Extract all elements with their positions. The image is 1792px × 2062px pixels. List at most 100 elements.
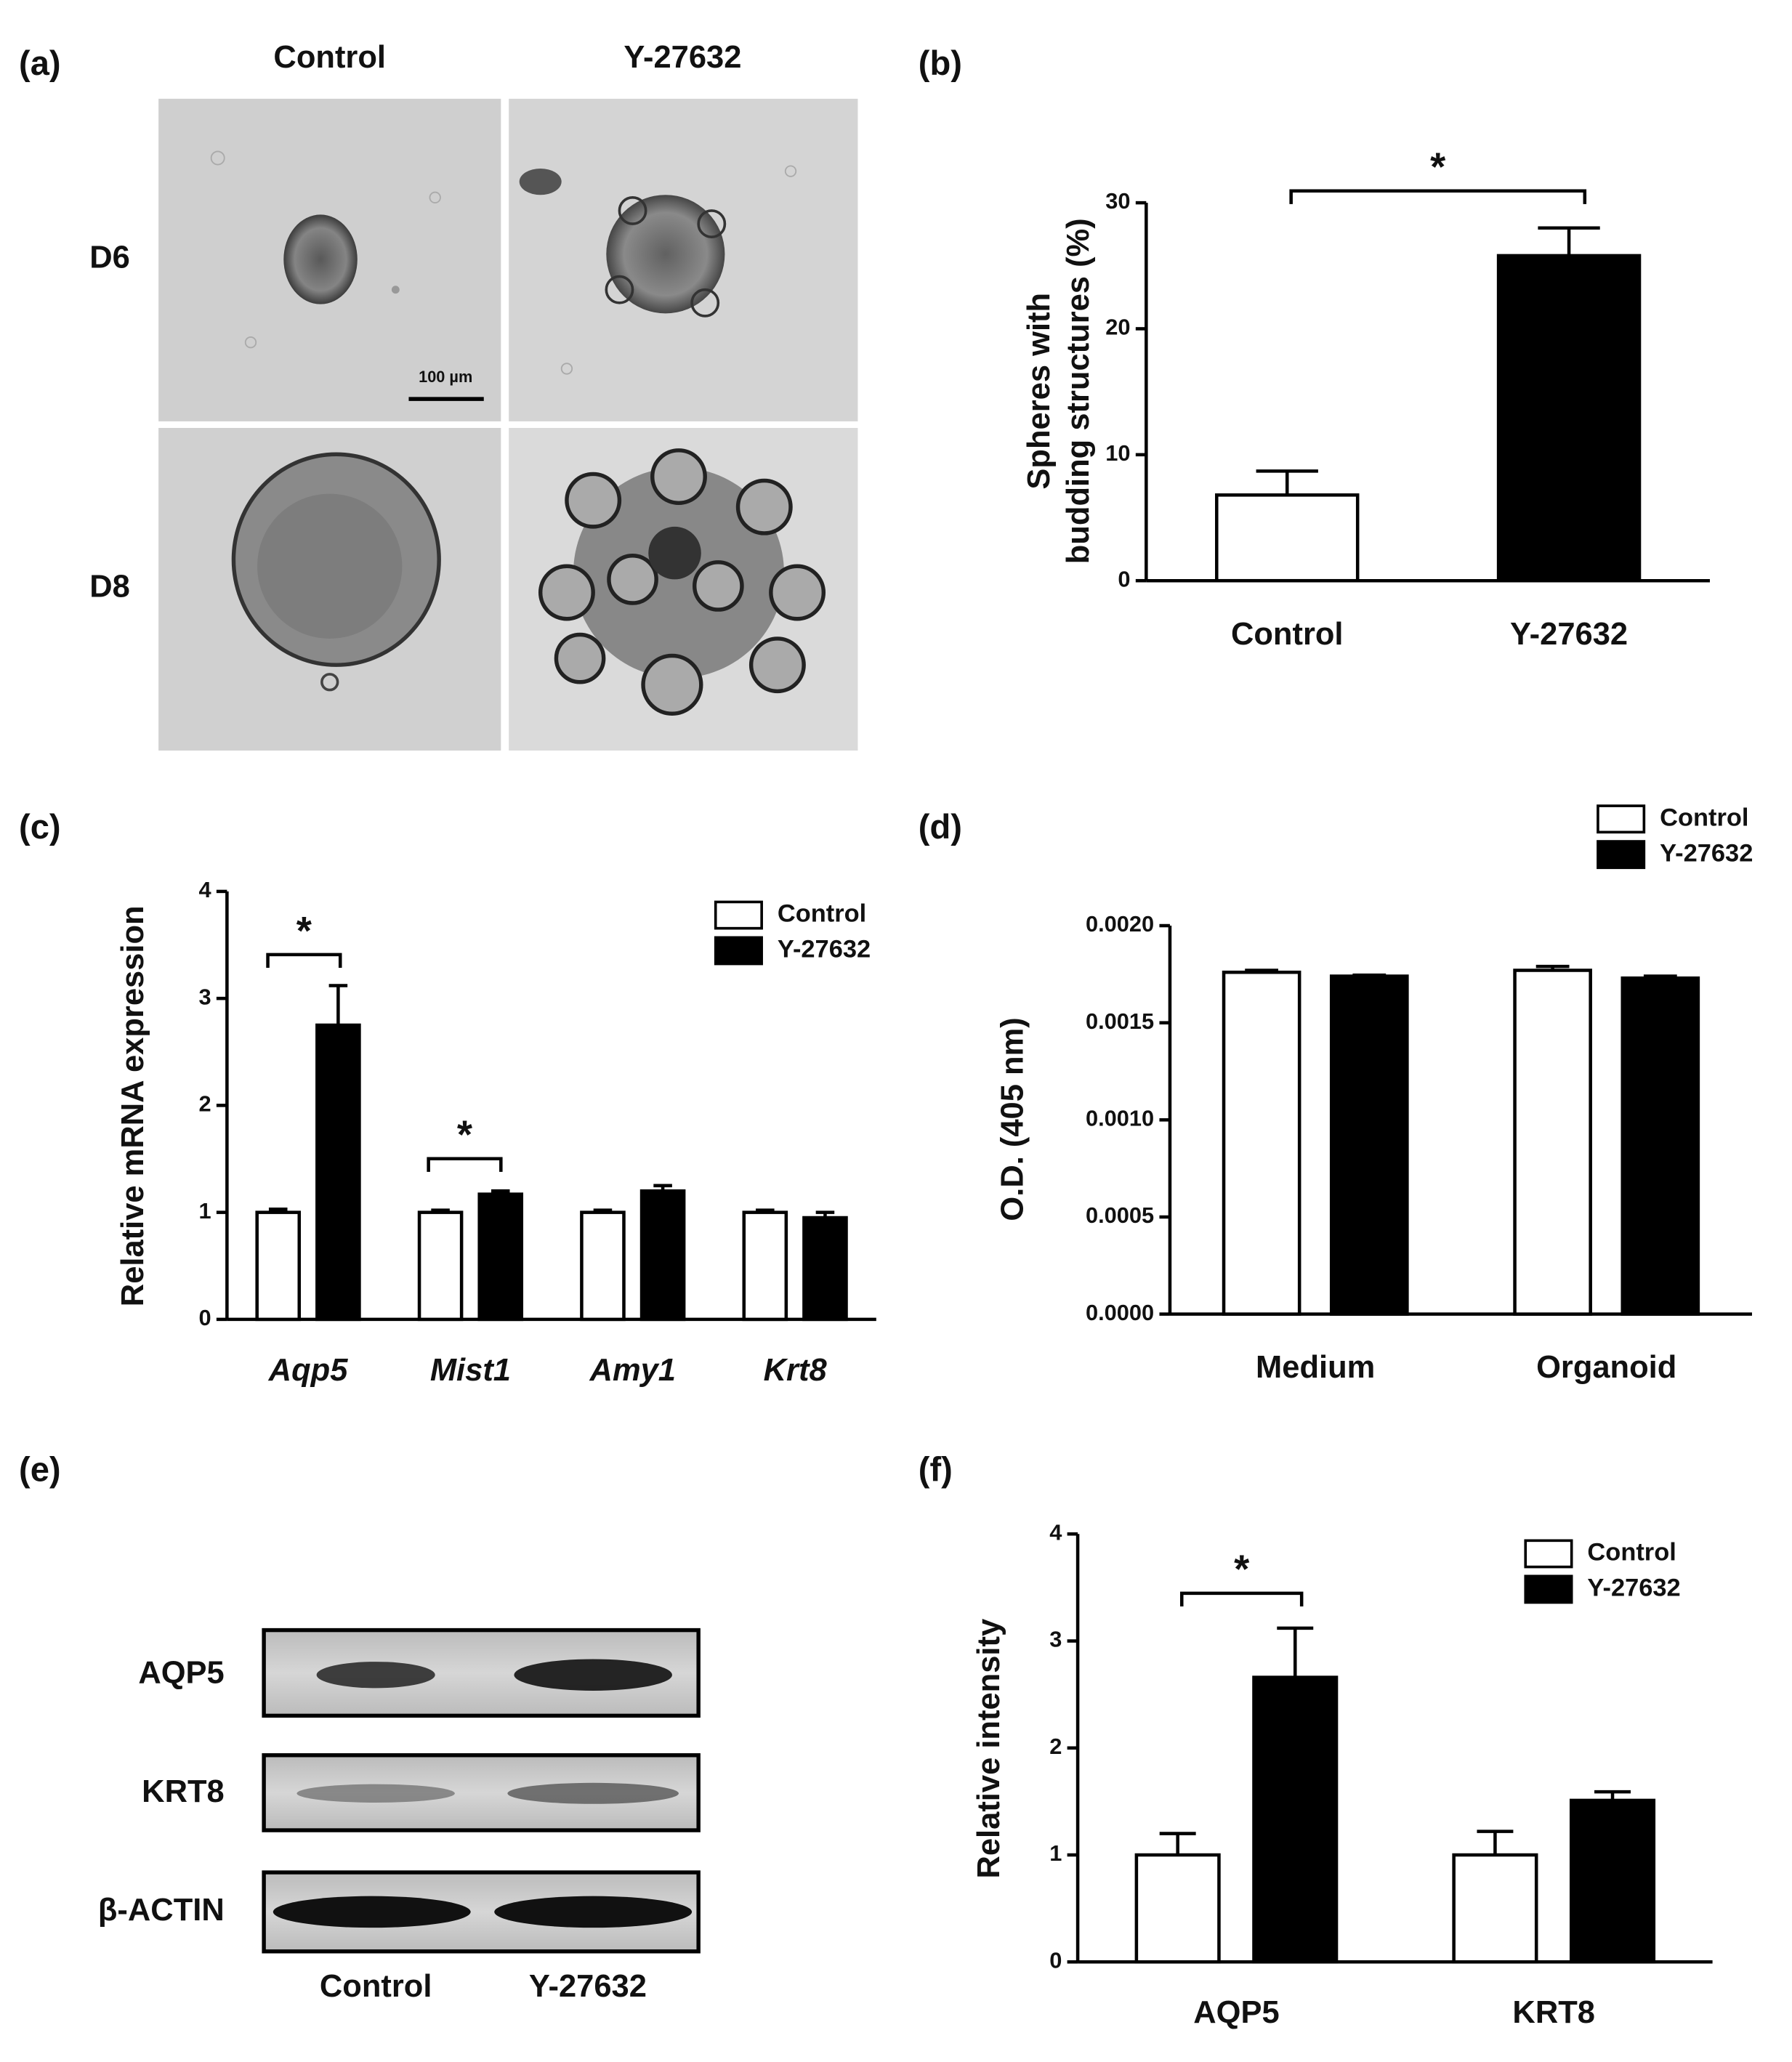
bar	[802, 1216, 848, 1322]
y-tick-label: 3	[198, 984, 211, 1009]
significance-label: *	[1234, 1547, 1250, 1591]
row-label: D6	[89, 240, 130, 275]
error-bar	[815, 1210, 835, 1218]
band-label: β-ACTIN	[98, 1893, 225, 1928]
significance-bracket	[1179, 1591, 1304, 1606]
x-tick-label: Krt8	[764, 1353, 828, 1388]
significance-bracket	[266, 953, 342, 969]
x-tick-label: Medium	[1256, 1350, 1375, 1385]
column-label: Control	[273, 40, 386, 75]
y-tick-label: 0.0015	[1086, 1008, 1154, 1034]
error-bar	[593, 1208, 613, 1213]
significance-label: *	[457, 1112, 473, 1157]
y-tick-label: 0.0020	[1086, 911, 1154, 937]
band-label: KRT8	[142, 1774, 225, 1809]
y-tick-label: 0	[198, 1305, 211, 1330]
y-tick-label: 1	[1049, 1840, 1062, 1866]
bar	[1329, 974, 1409, 1316]
legend-label: Control	[1587, 1539, 1676, 1566]
legend-swatch	[714, 936, 763, 966]
y-tick-label: 30	[1105, 188, 1130, 214]
legend-swatch	[714, 900, 763, 930]
scale-bar-label: 100 µm	[419, 368, 472, 386]
y-tick-label: 0.0000	[1086, 1300, 1154, 1325]
panel-label: (e)	[19, 1450, 61, 1489]
y-tick-label: 10	[1105, 440, 1130, 466]
error-bar	[756, 1208, 775, 1213]
legend-label: Y-27632	[1587, 1574, 1680, 1601]
bar	[1621, 976, 1700, 1316]
error-bar	[1643, 974, 1677, 979]
bar	[639, 1189, 686, 1322]
bar	[1452, 1853, 1538, 1964]
bar	[1252, 1675, 1339, 1964]
error-bar	[1277, 1626, 1314, 1678]
bar	[1496, 254, 1642, 583]
y-tick-label: 3	[1049, 1627, 1062, 1652]
micrograph	[509, 427, 858, 751]
micrograph	[509, 98, 858, 421]
error-bar	[268, 1207, 288, 1213]
y-tick-label: 2	[198, 1091, 211, 1117]
error-bar	[1352, 973, 1387, 977]
bar	[477, 1192, 524, 1322]
y-tick-label: 0	[1049, 1947, 1062, 1973]
column-label: Y-27632	[623, 40, 741, 75]
error-bar	[1477, 1829, 1514, 1856]
y-tick-label: 0.0005	[1086, 1202, 1154, 1228]
error-bar	[1245, 969, 1279, 973]
legend-label: Y-27632	[1660, 839, 1753, 867]
legend-swatch	[1597, 804, 1646, 834]
x-tick-label: Amy1	[589, 1353, 676, 1388]
blot	[262, 1628, 701, 1954]
panel-label: (f)	[919, 1450, 953, 1489]
micrograph	[158, 427, 501, 751]
y-tick-label: 0	[1118, 566, 1130, 591]
row-label: D8	[89, 570, 130, 605]
error-bar	[491, 1189, 510, 1194]
y-tick-label: 4	[198, 877, 211, 902]
x-tick-label: AQP5	[1193, 1995, 1279, 2030]
bar	[1569, 1798, 1656, 1964]
legend-label: Control	[1660, 804, 1748, 831]
x-tick-label: Control	[1231, 617, 1344, 652]
lane-label: Y-27632	[529, 1969, 647, 2004]
bar	[315, 1023, 361, 1322]
significance-bracket	[1289, 189, 1587, 204]
x-tick-label: Y-27632	[1510, 617, 1628, 652]
bar	[1513, 969, 1592, 1316]
error-bar	[1538, 226, 1600, 256]
legend-swatch	[1524, 1539, 1573, 1569]
bar	[1222, 970, 1301, 1316]
panel-label: (b)	[919, 44, 962, 82]
x-tick-label: Aqp5	[268, 1353, 349, 1388]
y-axis-label: Spheres with	[1022, 293, 1057, 490]
x-tick-label: KRT8	[1512, 1995, 1595, 2030]
y-tick-label: 20	[1105, 315, 1130, 340]
panel-label: (d)	[919, 807, 962, 846]
y-axis-label: Relative mRNA expression	[116, 905, 150, 1306]
error-bar	[1159, 1832, 1196, 1856]
significance-label: *	[1430, 145, 1446, 189]
bar	[1134, 1853, 1221, 1964]
significance-bracket	[427, 1157, 503, 1172]
error-bar	[1256, 469, 1318, 496]
error-bar	[1594, 1790, 1631, 1800]
legend-label: Y-27632	[778, 936, 871, 963]
y-tick-label: 2	[1049, 1734, 1062, 1759]
significance-label: *	[296, 908, 312, 953]
error-bar	[1535, 964, 1570, 971]
bar	[255, 1210, 302, 1322]
legend-swatch	[1597, 840, 1646, 870]
y-axis-label: O.D. (405 nm)	[996, 1017, 1030, 1221]
error-bar	[328, 984, 348, 1025]
y-tick-label: 0.0010	[1086, 1105, 1154, 1131]
error-bar	[653, 1184, 672, 1192]
y-tick-label: 4	[1049, 1519, 1062, 1545]
x-tick-label: Mist1	[430, 1353, 511, 1388]
bar	[417, 1210, 464, 1322]
band-label: AQP5	[138, 1656, 224, 1691]
bar	[580, 1210, 626, 1322]
